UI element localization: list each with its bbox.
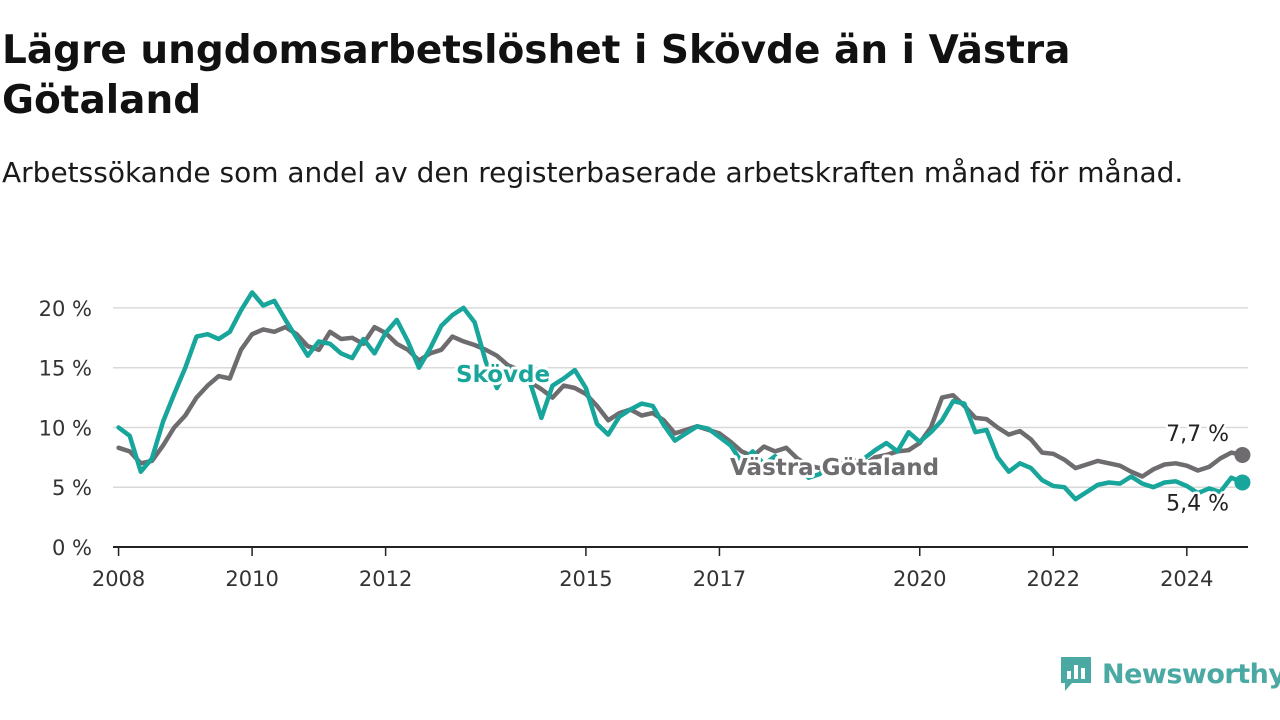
- y-tick-label: 0 %: [52, 536, 92, 560]
- end-value-label-vastra-gotaland: 7,7 %: [1166, 422, 1229, 447]
- x-tick-label: 2015: [559, 567, 612, 591]
- x-axis: 2008 2010 2012 2015 2017 2020 2022 2024: [92, 546, 1248, 591]
- x-tick-label: 2022: [1027, 567, 1080, 591]
- series-line-v-stra-g-taland: [116, 324, 1245, 479]
- x-tick-label: 2024: [1160, 567, 1213, 591]
- y-tick-label: 10 %: [39, 416, 92, 440]
- chart-title: Lägre ungdomsarbetslöshet i Skövde än i …: [2, 28, 1071, 123]
- series-labels: Skövde Västra Götaland 7,7 % 5,4 %: [453, 359, 1232, 519]
- newsworthy-logo: Newsworthy: [1058, 654, 1280, 694]
- series-label-skovde: Skövde: [456, 362, 550, 388]
- y-axis-ticks: 0 % 5 % 10 % 15 % 20 %: [39, 297, 92, 560]
- y-tick-label: 15 %: [39, 357, 92, 381]
- y-tick-label: 20 %: [39, 297, 92, 321]
- y-tick-label: 5 %: [52, 476, 92, 500]
- end-value-label-skovde: 5,4 %: [1166, 491, 1229, 516]
- x-tick-label: 2017: [693, 567, 746, 591]
- series-label-vastra-gotaland: Västra Götaland: [730, 455, 939, 481]
- gridlines: [113, 307, 1248, 488]
- series-line-sk-vde: [116, 290, 1245, 502]
- series-lines: [116, 290, 1251, 502]
- series-end-marker-sk-vde: [1234, 474, 1251, 491]
- x-tick-label: 2010: [225, 567, 278, 591]
- x-tick-label: 2012: [359, 567, 412, 591]
- newsworthy-logo-icon: [1061, 657, 1091, 691]
- x-tick-label: 2020: [893, 567, 946, 591]
- series-end-marker-v-stra-g-taland: [1234, 446, 1251, 463]
- chart-subtitle: Arbetssökande som andel av den registerb…: [2, 156, 1184, 189]
- x-tick-label: 2008: [92, 567, 145, 591]
- newsworthy-logo-text: Newsworthy: [1102, 658, 1280, 690]
